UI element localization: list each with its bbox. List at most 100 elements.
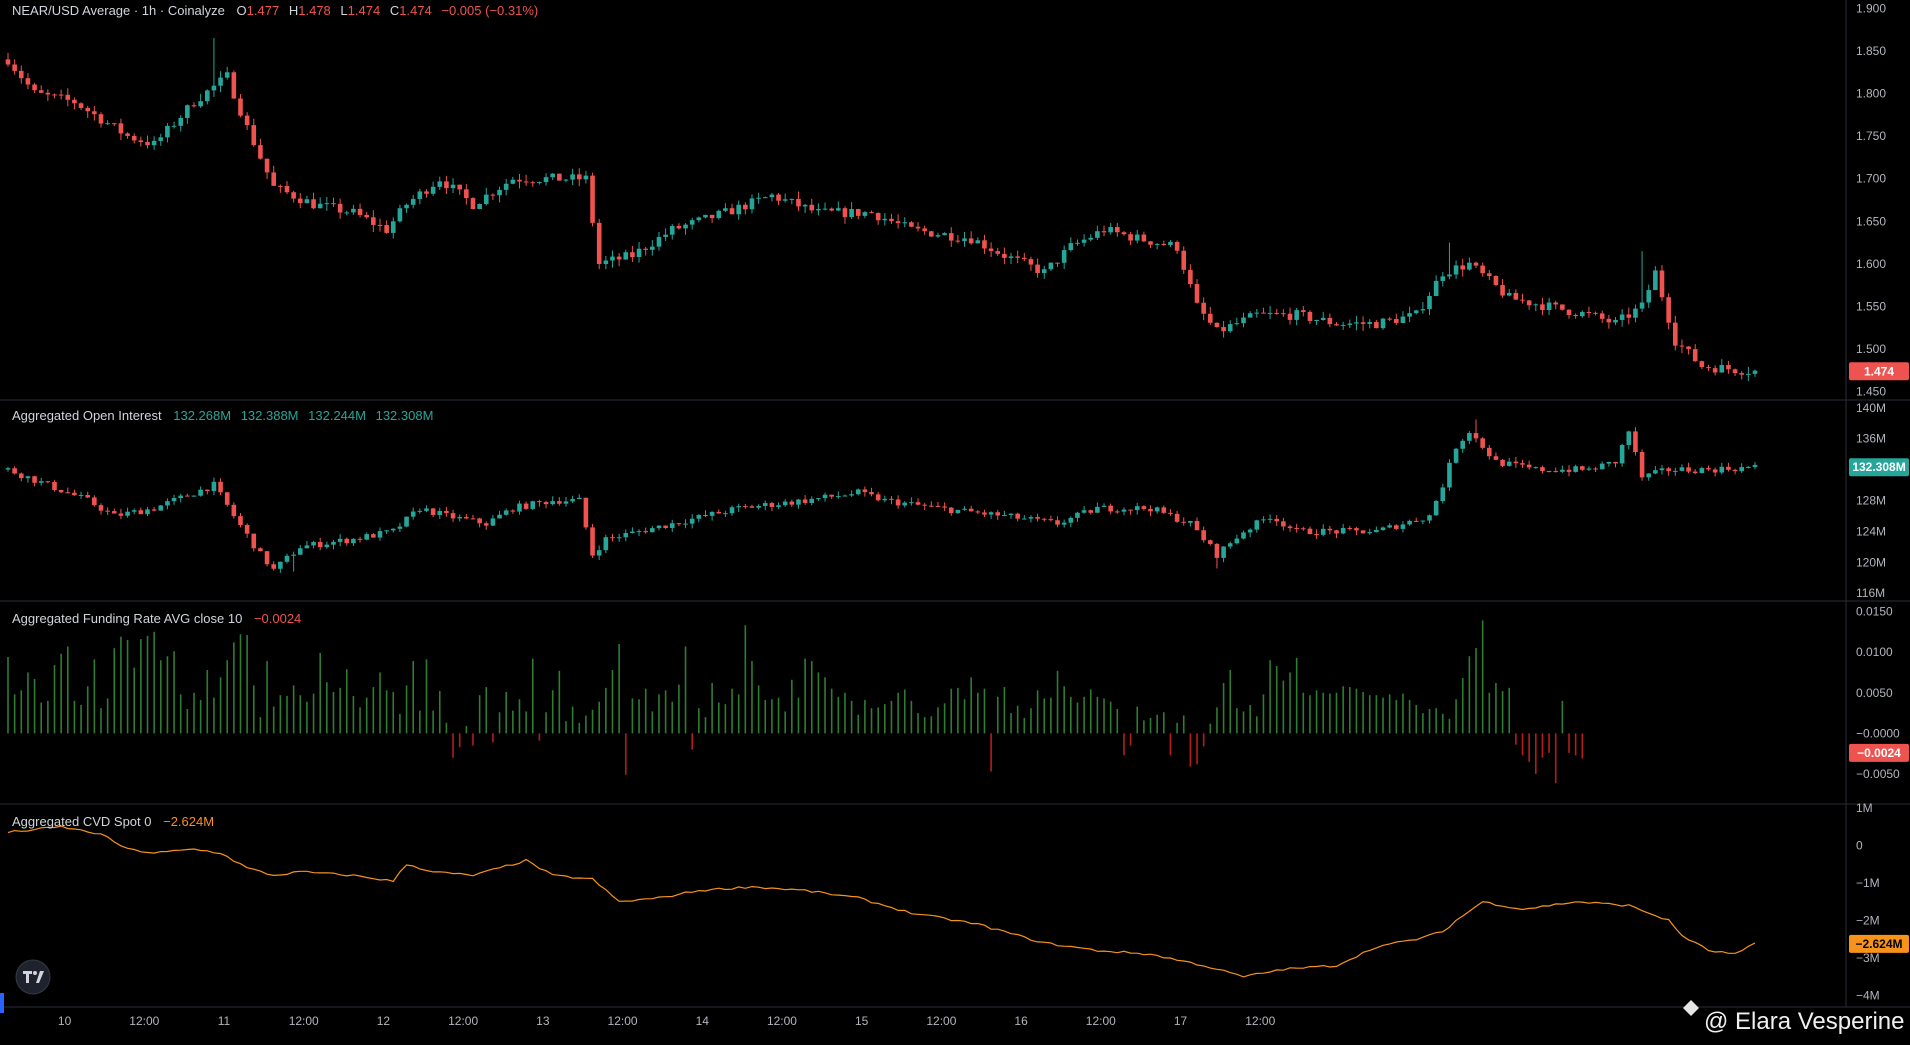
y-tick-label: 0.0100 (1856, 645, 1893, 659)
candle (1061, 245, 1067, 269)
candle (616, 253, 622, 267)
candle (1726, 462, 1731, 472)
candle (1400, 311, 1406, 324)
candle (65, 88, 71, 107)
candle (317, 537, 323, 551)
candle (1639, 449, 1645, 481)
candle (304, 540, 310, 549)
candle (244, 112, 250, 131)
candle (1354, 315, 1359, 331)
candle (882, 213, 888, 226)
candle (1227, 541, 1233, 549)
candle (324, 197, 330, 211)
candle (417, 508, 423, 514)
candle (517, 500, 522, 515)
candle (962, 506, 967, 511)
candle (716, 509, 722, 514)
candle (424, 189, 429, 198)
candle (1566, 465, 1572, 477)
candle (1699, 360, 1705, 370)
candle (1686, 462, 1691, 474)
pane-separators (0, 0, 1910, 1008)
candle (78, 102, 84, 111)
candle (1188, 264, 1193, 288)
candle (251, 118, 257, 147)
candle (224, 66, 230, 80)
candle (1413, 517, 1419, 523)
candle (895, 214, 901, 229)
candle (942, 502, 947, 511)
cvd-spot-line[interactable] (7, 825, 1756, 978)
x-tick-label: 13 (536, 1014, 550, 1028)
candle (563, 496, 569, 507)
candle (1008, 513, 1014, 519)
x-tick-label: 12:00 (767, 1014, 797, 1028)
x-tick-label: 12:00 (1086, 1014, 1116, 1028)
candle (1214, 542, 1220, 569)
candle (988, 242, 994, 257)
open-interest-candles[interactable] (5, 419, 1758, 573)
candle (583, 170, 589, 184)
candle (1254, 308, 1260, 318)
candle (1666, 293, 1671, 330)
candle (1407, 306, 1412, 323)
candle (278, 184, 283, 193)
candle (1433, 275, 1439, 297)
candle (1314, 529, 1319, 539)
last-value-tag: 132.308M (1849, 458, 1909, 477)
candle (1022, 252, 1027, 262)
candle (1347, 319, 1353, 328)
candle (490, 514, 496, 527)
candle (25, 476, 31, 483)
candle (948, 227, 954, 247)
candle (1048, 262, 1054, 271)
price-candles[interactable] (5, 38, 1758, 382)
candle (78, 491, 84, 499)
candle (1088, 509, 1094, 515)
candle (1400, 521, 1406, 533)
y-tick-label: −2M (1856, 914, 1880, 928)
candle (224, 491, 230, 507)
price-axis[interactable]: 1.900 1.850 1.800 1.750 1.700 1.650 1.600 1.550… (1849, 1, 1909, 399)
candle (1075, 511, 1080, 522)
candle (523, 174, 529, 186)
candle (191, 495, 197, 497)
y-tick-label: 128M (1856, 494, 1886, 508)
candle (470, 197, 476, 210)
candle (663, 228, 668, 241)
candle (171, 494, 177, 505)
candle (464, 184, 469, 205)
candle (1626, 307, 1632, 325)
candle (1732, 468, 1738, 475)
tradingview-logo-icon[interactable] (15, 959, 51, 995)
candle (1719, 462, 1725, 475)
candle (955, 509, 961, 514)
funding-rate-bars[interactable] (7, 620, 1584, 783)
candle (729, 203, 735, 215)
candle (238, 513, 243, 528)
cvd-axis[interactable]: 1M 0 −1M −2M −3M −4M −2.624M (1849, 801, 1909, 1003)
candle (1194, 279, 1200, 304)
candle (1281, 309, 1286, 317)
candle (351, 538, 356, 547)
candle (1413, 309, 1419, 315)
candle (1081, 506, 1087, 514)
funding-axis[interactable]: 0.0150 0.0100 0.0050 −0.0000 −0.0050 −0.0024 (1849, 605, 1909, 782)
candle (105, 507, 110, 516)
candle (935, 501, 941, 507)
candle (623, 249, 629, 261)
candle (1101, 503, 1107, 508)
open-interest-axis[interactable]: 140M136M132M128M124M120M116M132.308M (1849, 401, 1909, 600)
low-label: L (340, 3, 347, 18)
candle (1606, 314, 1612, 329)
candle (1307, 526, 1313, 535)
candle (297, 193, 303, 209)
candle (1374, 526, 1379, 533)
candle (1208, 306, 1213, 325)
cvd-path (7, 825, 1756, 978)
candle (1579, 465, 1585, 471)
candle (1041, 518, 1047, 522)
candle (523, 501, 529, 510)
candle (18, 65, 24, 84)
time-axis[interactable]: 10 12:00 11 12:00 12 12:00 13 12:00 14 12:00 15 12:… (58, 1014, 1276, 1028)
